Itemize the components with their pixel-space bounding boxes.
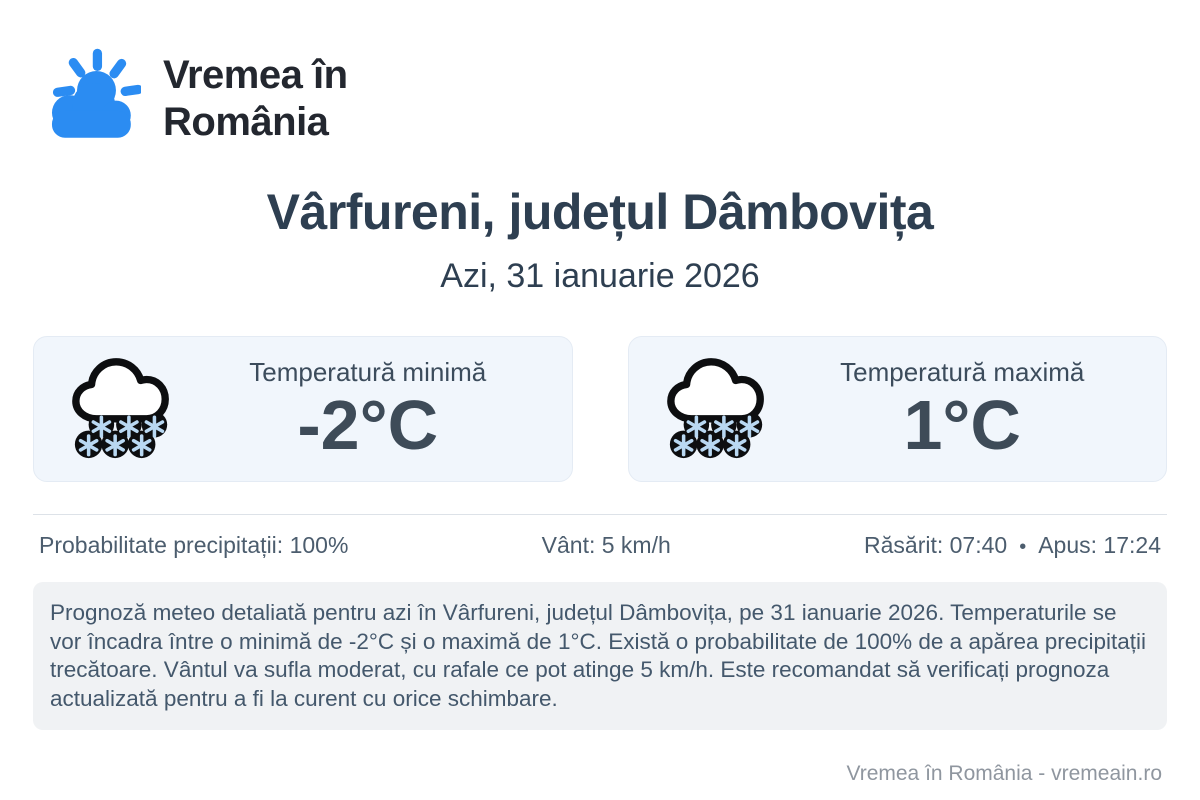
min-temp-text: Temperatură minimă -2°C (182, 357, 554, 461)
sunrise-text: Răsărit: 07:40 (864, 532, 1008, 558)
temperature-cards: Temperatură minimă -2°C (33, 336, 1167, 482)
page-date: Azi, 31 ianuarie 2026 (440, 257, 760, 295)
page-title: Vârfureni, județul Dâmbovița (266, 184, 934, 240)
max-temp-text: Temperatură maximă 1°C (777, 357, 1149, 461)
footer-credit: Vremea în România - vremeain.ro (846, 762, 1162, 785)
wind-stat: Vânt: 5 km/h (541, 532, 671, 558)
max-temp-card: Temperatură maximă 1°C (627, 336, 1167, 482)
temp-value: 1°C (903, 385, 1021, 464)
precipitation-stat: Probabilitate precipitații: 100% (39, 532, 349, 558)
snow-cloud-icon (659, 352, 777, 467)
forecast-text: Prognoză meteo detaliată pentru azi în V… (50, 600, 1147, 711)
sun-cloud-icon (39, 46, 143, 151)
stats-row: Probabilitate precipitații: 100% Vânt: 5… (33, 532, 1167, 559)
logo-line2: România (163, 99, 329, 144)
logo-line1: Vremea în (163, 53, 348, 98)
forecast-box: Prognoză meteo detaliată pentru azi în V… (33, 582, 1167, 730)
bullet-separator: • (1019, 536, 1027, 558)
temp-label: Temperatură minimă (249, 356, 487, 387)
logo[interactable]: Vremea în România (39, 46, 348, 151)
temp-label: Temperatură maximă (840, 356, 1085, 387)
min-temp-card: Temperatură minimă -2°C (33, 336, 573, 482)
snow-cloud-icon (64, 352, 182, 467)
temp-value: -2°C (297, 385, 439, 464)
sunset-text: Apus: 17:24 (1038, 532, 1161, 558)
stats-divider (33, 514, 1167, 515)
sun-stat: Răsărit: 07:40 • Apus: 17:24 (864, 532, 1161, 559)
logo-text: Vremea în România (163, 52, 348, 145)
